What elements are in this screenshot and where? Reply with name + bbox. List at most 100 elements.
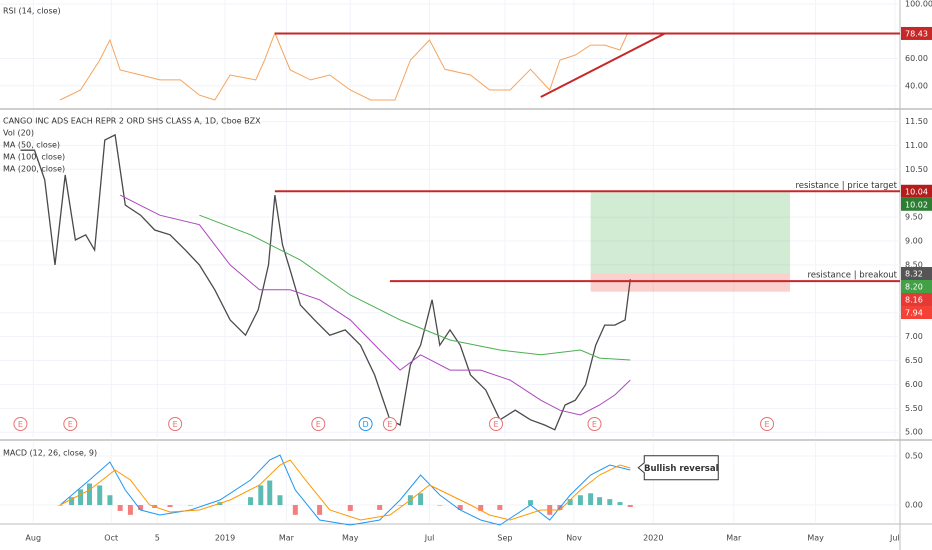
y-tick-label: 11.50 — [905, 117, 928, 126]
event-label: E — [765, 420, 770, 429]
histogram-bar — [248, 497, 254, 506]
histogram-bar — [528, 500, 534, 506]
pane: 40.00 60.00 100.00 78.43 RSI (14, close) — [0, 0, 932, 108]
event-label: E — [387, 420, 392, 429]
histogram-bar — [86, 483, 92, 506]
event-label: E — [173, 420, 178, 429]
price-label-bg — [901, 280, 932, 293]
pane: 0.00 0.50 Bullish reversal MACD (12, 26, cl… — [0, 442, 923, 526]
pane-title: MACD (12, 26, close, 9) — [3, 449, 97, 458]
price-label-bg — [901, 293, 932, 306]
annotation-line — [540, 32, 666, 98]
histogram-bar — [292, 505, 298, 515]
x-tick-label: Nov — [566, 534, 582, 543]
x-tick-label: Aug — [25, 534, 41, 543]
y-tick-label: 0.00 — [905, 501, 923, 510]
x-tick-label: Mar — [279, 534, 295, 543]
annotation-label: resistance | price target — [795, 181, 897, 191]
y-tick-label: 6.50 — [905, 356, 923, 365]
price-label: 10.02 — [905, 200, 928, 209]
x-tick-label: Oct — [104, 534, 118, 543]
event-label: E — [493, 420, 498, 429]
histogram-bar — [567, 499, 573, 506]
price-label: 7.94 — [905, 309, 923, 318]
histogram-bar — [107, 495, 113, 506]
rsi-line — [59, 31, 629, 101]
price-label-bg — [901, 184, 932, 198]
histogram-bar — [627, 505, 633, 507]
event-marker — [587, 417, 602, 431]
legend-entry: MA (100, close) — [3, 153, 65, 162]
price-label-bg — [901, 26, 932, 40]
y-tick-label: 11.00 — [905, 141, 928, 150]
event-marker — [63, 417, 78, 431]
y-tick-label: 6.00 — [905, 380, 923, 389]
y-tick-label: 5.00 — [905, 428, 923, 437]
x-tick-label: May — [807, 534, 824, 543]
event-label: E — [316, 420, 321, 429]
x-tick-label: May — [342, 534, 359, 543]
histogram-bar — [607, 499, 613, 506]
y-tick-label: 40.00 — [905, 81, 928, 90]
price-label-bg — [901, 197, 932, 211]
histogram-bar — [497, 505, 503, 510]
price-label: 10.04 — [905, 187, 928, 196]
histogram-bar — [347, 505, 353, 511]
price-label-bg — [901, 306, 932, 319]
histogram-bar — [418, 493, 424, 506]
y-tick-label: 100.00 — [905, 0, 932, 9]
x-tick-label: Sep — [497, 534, 512, 543]
price-label: 8.32 — [905, 270, 923, 279]
x-tick-label: Mar — [726, 534, 742, 543]
y-tick-label: 7.00 — [905, 332, 923, 341]
event-marker — [311, 417, 326, 431]
histogram-bar — [57, 505, 63, 506]
event-marker — [489, 417, 504, 431]
series-line — [59, 454, 631, 526]
y-tick-label: 9.50 — [905, 213, 923, 222]
y-tick-label: 8.50 — [905, 260, 923, 269]
y-tick-label: 0.50 — [905, 452, 923, 461]
histogram-bar — [127, 505, 133, 515]
event-marker — [760, 417, 775, 431]
legend-entry: MA (50, close) — [3, 141, 60, 150]
histogram-bar — [69, 497, 75, 506]
annotation-label: resistance | breakout — [807, 271, 897, 281]
histogram-bar — [397, 505, 403, 506]
pane: 5.005.506.006.507.007.508.509.009.5010.5… — [0, 110, 932, 437]
histogram-bar — [617, 502, 623, 506]
histogram-bar — [267, 480, 273, 506]
y-tick-label: 9.00 — [905, 236, 923, 245]
series-line — [59, 459, 631, 521]
histogram-bar — [277, 495, 283, 506]
histogram-bar — [78, 489, 84, 506]
histogram-bar — [597, 497, 603, 506]
histogram-bar — [377, 505, 383, 510]
series-line — [119, 194, 631, 416]
event-label: E — [68, 420, 73, 429]
histogram-bar — [317, 505, 323, 515]
loss-zone — [590, 273, 791, 292]
pane-title: CANGO INC ADS EACH REPR 2 ORD SHS CLASS … — [3, 117, 261, 126]
histogram-bar — [588, 493, 594, 506]
histogram-bar — [437, 505, 443, 506]
event-marker — [13, 417, 28, 431]
y-tick-label: 5.50 — [905, 404, 923, 413]
event-label: D — [363, 420, 369, 429]
histogram-bar — [187, 505, 193, 506]
x-tick-label: 5 — [155, 534, 160, 543]
price-label: 8.16 — [905, 296, 923, 305]
x-tick-label: 2019 — [215, 534, 235, 543]
legend-entry: MA (200, close) — [3, 165, 65, 174]
histogram-bar — [258, 485, 264, 506]
histogram-bar — [478, 505, 484, 511]
histogram-bar — [138, 505, 144, 510]
event-marker — [382, 417, 397, 431]
histogram-bar — [167, 505, 173, 507]
histogram-bar — [577, 495, 583, 506]
event-marker — [168, 417, 183, 431]
histogram-bar — [457, 505, 463, 510]
callout-text: Bullish reversal — [644, 464, 719, 474]
price-label-bg — [901, 267, 932, 280]
